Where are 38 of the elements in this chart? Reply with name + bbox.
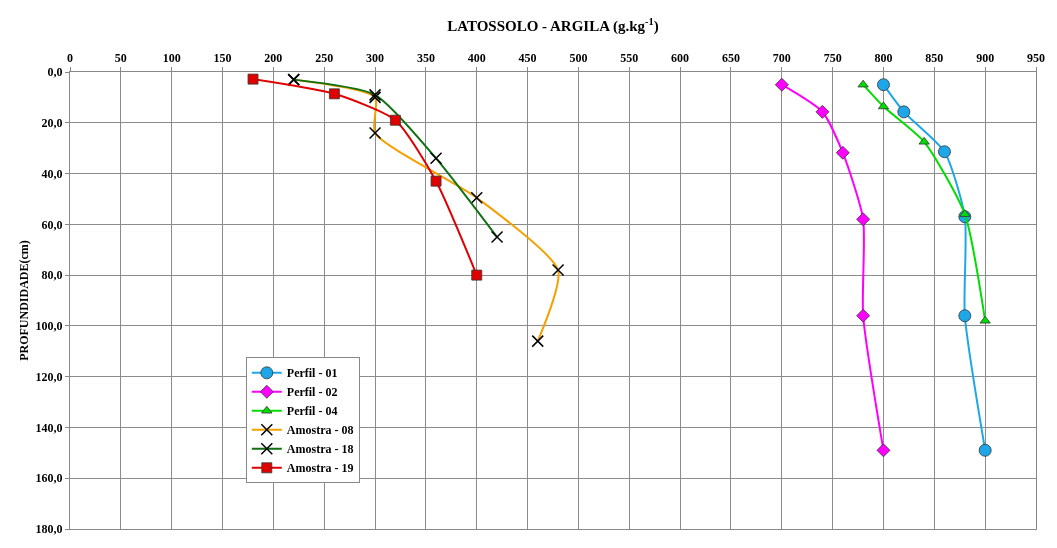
x-tick-label: 200 xyxy=(264,51,283,66)
legend-label: Amostra - 18 xyxy=(286,442,354,457)
legend-label: Amostra - 08 xyxy=(286,423,354,438)
legend-label: Perfil - 04 xyxy=(286,404,338,419)
x-tick-label: 700 xyxy=(772,51,791,66)
y-tick-label: 180,0 xyxy=(35,522,63,537)
x-tick-label: 800 xyxy=(874,51,893,66)
x-tick-label: 400 xyxy=(467,51,486,66)
legend-label: Perfil - 02 xyxy=(286,385,338,400)
y-tick-label: 160,0 xyxy=(35,471,63,486)
y-tick-label: 100,0 xyxy=(35,319,63,334)
legend-label: Perfil - 01 xyxy=(286,366,338,381)
x-tick-label: 450 xyxy=(518,51,537,66)
x-tick-label: 300 xyxy=(366,51,385,66)
y-tick-label: 140,0 xyxy=(35,420,63,435)
x-tick-label: 100 xyxy=(162,51,181,66)
x-tick-label: 650 xyxy=(721,51,740,66)
legend-label: Amostra - 19 xyxy=(286,461,354,476)
y-tick-label: 0,0 xyxy=(47,65,63,80)
y-tick-label: 80,0 xyxy=(41,268,63,283)
y-tick-label: 60,0 xyxy=(41,217,63,232)
x-tick-label: 500 xyxy=(569,51,588,66)
x-tick-label: 900 xyxy=(976,51,995,66)
x-tick-label: 250 xyxy=(315,51,334,66)
x-tick-label: 750 xyxy=(823,51,842,66)
x-tick-label: 550 xyxy=(620,51,639,66)
x-tick-label: 150 xyxy=(213,51,232,66)
x-tick-label: 850 xyxy=(925,51,944,66)
x-tick-label: 350 xyxy=(416,51,435,66)
x-axis-title: LATOSSOLO - ARGILA (g.kg$^{-1}$) xyxy=(447,16,659,36)
y-tick-label: 120,0 xyxy=(35,369,63,384)
x-tick-label: 50 xyxy=(114,51,127,66)
x-tick-label: 950 xyxy=(1027,51,1045,66)
x-tick-label: 600 xyxy=(671,51,690,66)
y-tick-label: 20,0 xyxy=(41,115,63,130)
y-axis-title: PROFUNDIDADE(cm) xyxy=(16,240,31,361)
x-tick-label: 0 xyxy=(67,51,73,66)
y-tick-label: 40,0 xyxy=(41,166,63,181)
